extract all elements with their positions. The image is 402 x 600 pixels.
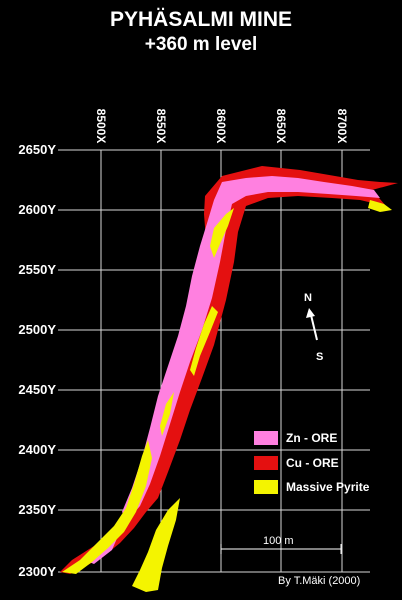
map-subtitle: +360 m level [144,34,258,55]
author-credit: By T.Mäki (2000) [278,575,361,587]
y-axis-label: 2500Y [18,322,56,337]
legend-item-zn: Zn - ORE [254,430,337,446]
legend-label-cu: Cu - ORE [286,456,339,470]
legend-swatch-zn [254,431,278,445]
legend-swatch-cu [254,456,278,470]
pyrite-lens-east [368,200,392,212]
north-arrow-head [306,308,315,318]
pyrite-body-west [62,440,152,574]
y-axis-label: 2300Y [18,564,56,579]
north-arrow-shaft [310,314,318,341]
y-axis-label: 2600Y [18,202,56,217]
y-axis-label: 2350Y [18,502,56,517]
compass-north-label: N [304,292,312,304]
x-axis-label: 8600X [214,108,228,144]
legend-label-pyrite: Massive Pyrite [286,480,370,494]
legend-label-zn: Zn - ORE [286,431,338,445]
x-axis-label: 8700X [335,108,349,144]
pyrite-lens-mid [160,392,174,436]
compass-south-label: S [316,351,324,363]
x-axis-label: 8550X [154,108,168,144]
y-axis-label: 2450Y [18,382,56,397]
north-arrow-icon [306,308,318,341]
y-axis-label: 2400Y [18,442,56,457]
x-axis-label: 8500X [94,108,108,144]
scale-bar [220,544,342,554]
x-axis-label: 8650X [274,108,288,144]
y-axis-label: 2650Y [18,142,56,157]
y-axis-label: 2550Y [18,262,56,277]
map-title: PYHÄSALMI MINE [109,8,292,31]
legend-item-pyrite: Massive Pyrite [254,479,369,495]
legend-item-cu: Cu - ORE [254,455,339,471]
pyrite-lens-south [132,498,180,592]
cu-ore-body [60,166,398,574]
pyrite-lens-center [190,306,218,376]
pyrite-lens-north [210,208,234,258]
legend-swatch-pyrite [254,480,278,494]
scale-bar-label: 100 m [263,535,294,547]
zn-ore-body [122,176,380,520]
